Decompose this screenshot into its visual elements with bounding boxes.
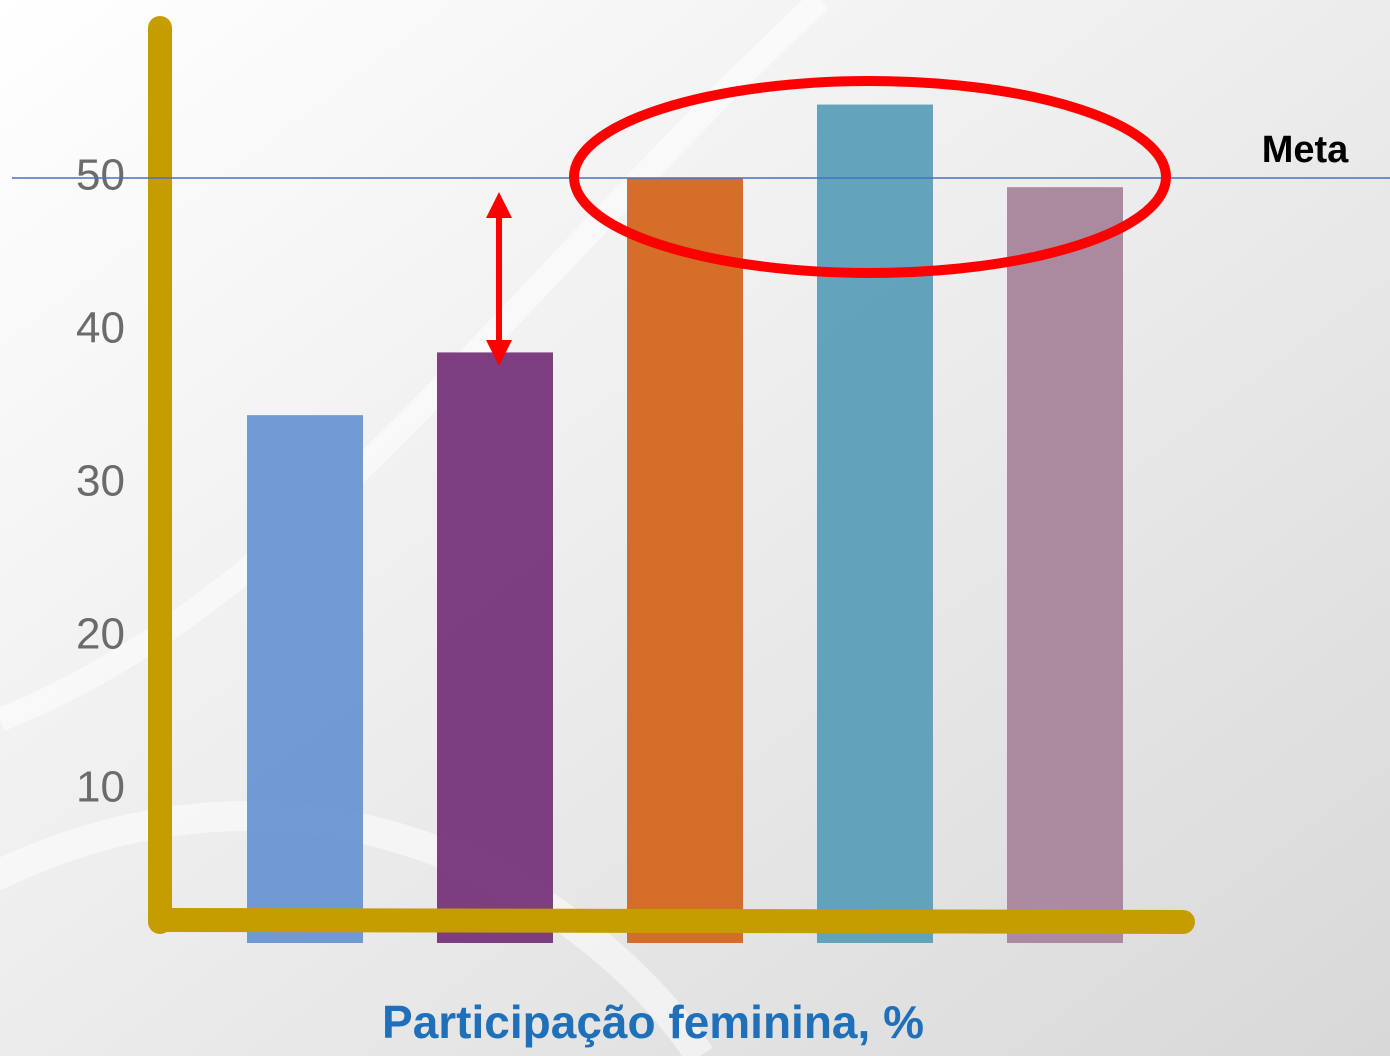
reference-label: Meta [1262, 129, 1349, 171]
highlight-ellipse [569, 76, 1171, 278]
y-tick-label: 40 [76, 304, 125, 353]
arrow-head [486, 192, 512, 218]
decoration [0, 0, 829, 732]
decoration [0, 801, 713, 1056]
bars [247, 104, 1123, 943]
bar [1007, 187, 1123, 943]
y-tick-label: 30 [76, 457, 125, 506]
bar [627, 178, 743, 943]
bar [437, 352, 553, 943]
y-tick-label: 20 [76, 610, 125, 659]
y-tick-label: 50 [76, 151, 125, 200]
bar [817, 104, 933, 943]
overlay: 10 20 30 40 50 [12, 151, 1390, 812]
chart-title: Participação feminina, % [382, 996, 924, 1048]
bar [247, 415, 363, 943]
y-tick-label: 10 [76, 763, 125, 812]
arrow-head [486, 340, 512, 366]
x-axis [148, 908, 1195, 934]
